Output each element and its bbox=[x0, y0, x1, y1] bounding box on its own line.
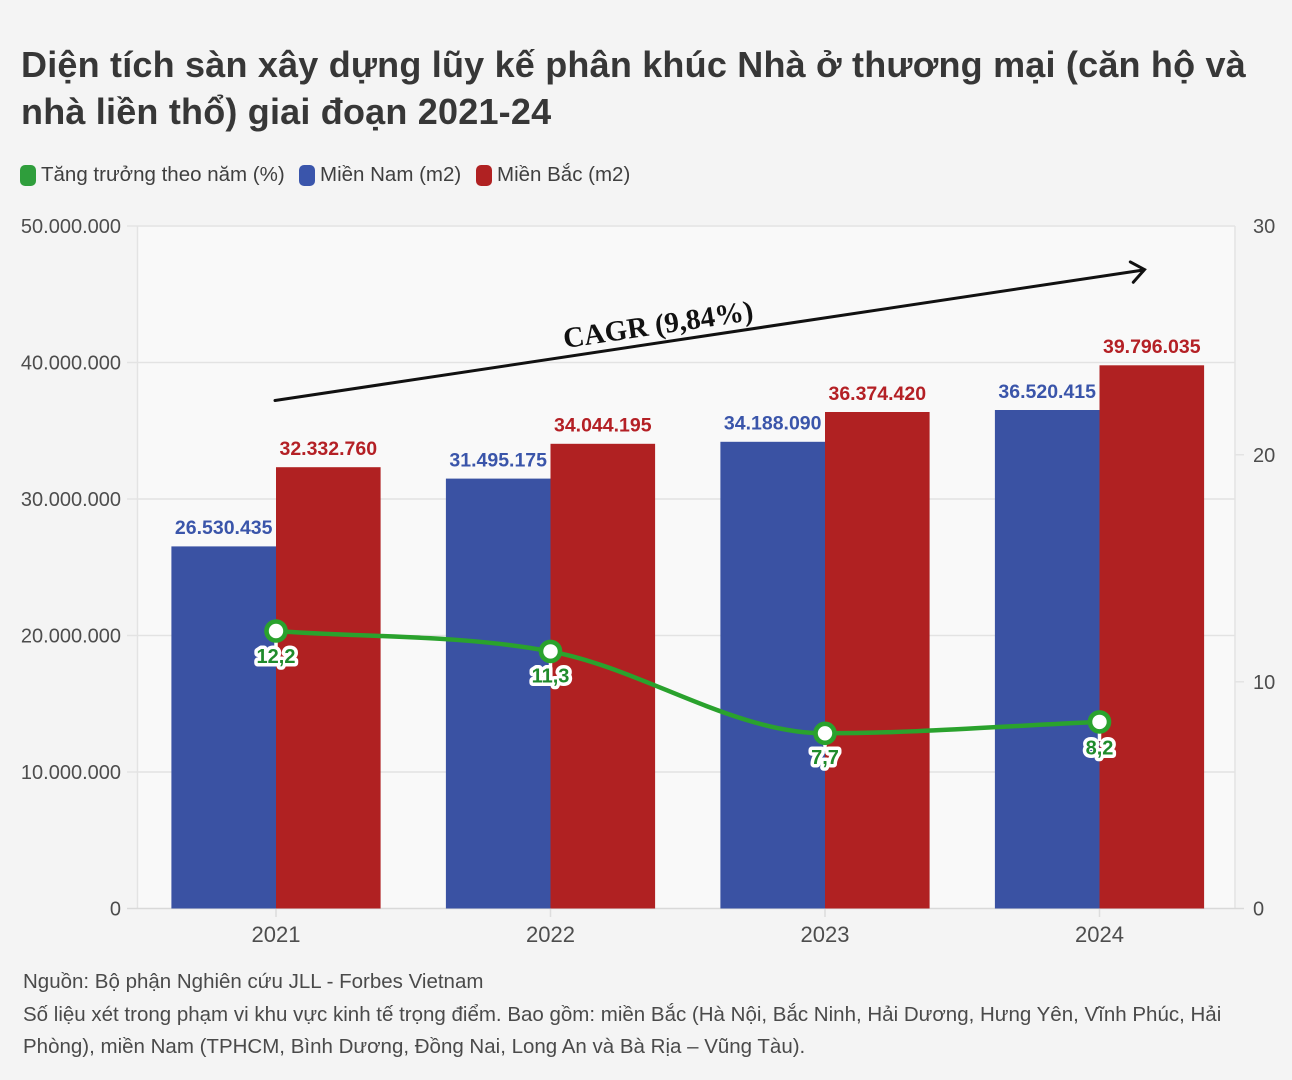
svg-text:0: 0 bbox=[1253, 899, 1264, 921]
svg-text:2023: 2023 bbox=[801, 922, 850, 947]
svg-text:12,2: 12,2 bbox=[257, 646, 296, 668]
svg-text:7,7: 7,7 bbox=[811, 747, 839, 769]
svg-text:30.000.000: 30.000.000 bbox=[21, 489, 121, 511]
svg-text:2021: 2021 bbox=[252, 922, 301, 947]
svg-text:8,2: 8,2 bbox=[1086, 738, 1114, 760]
svg-text:10.000.000: 10.000.000 bbox=[21, 762, 121, 784]
svg-text:31.495.175: 31.495.175 bbox=[449, 450, 547, 472]
svg-text:32.332.760: 32.332.760 bbox=[279, 438, 377, 460]
svg-text:20.000.000: 20.000.000 bbox=[21, 626, 121, 648]
svg-text:26.530.435: 26.530.435 bbox=[175, 517, 273, 539]
svg-text:2024: 2024 bbox=[1075, 922, 1124, 947]
svg-text:30: 30 bbox=[1253, 216, 1275, 238]
svg-text:34.044.195: 34.044.195 bbox=[554, 415, 652, 437]
svg-text:50.000.000: 50.000.000 bbox=[21, 216, 121, 238]
svg-text:2022: 2022 bbox=[526, 922, 575, 947]
svg-text:11,3: 11,3 bbox=[532, 666, 570, 688]
svg-text:10: 10 bbox=[1253, 672, 1275, 694]
svg-text:36.520.415: 36.520.415 bbox=[998, 381, 1096, 403]
svg-text:20: 20 bbox=[1253, 445, 1275, 467]
svg-text:36.374.420: 36.374.420 bbox=[828, 383, 926, 405]
svg-text:34.188.090: 34.188.090 bbox=[724, 413, 822, 435]
svg-text:39.796.035: 39.796.035 bbox=[1103, 336, 1201, 358]
svg-text:0: 0 bbox=[110, 899, 121, 921]
svg-text:40.000.000: 40.000.000 bbox=[21, 353, 121, 375]
